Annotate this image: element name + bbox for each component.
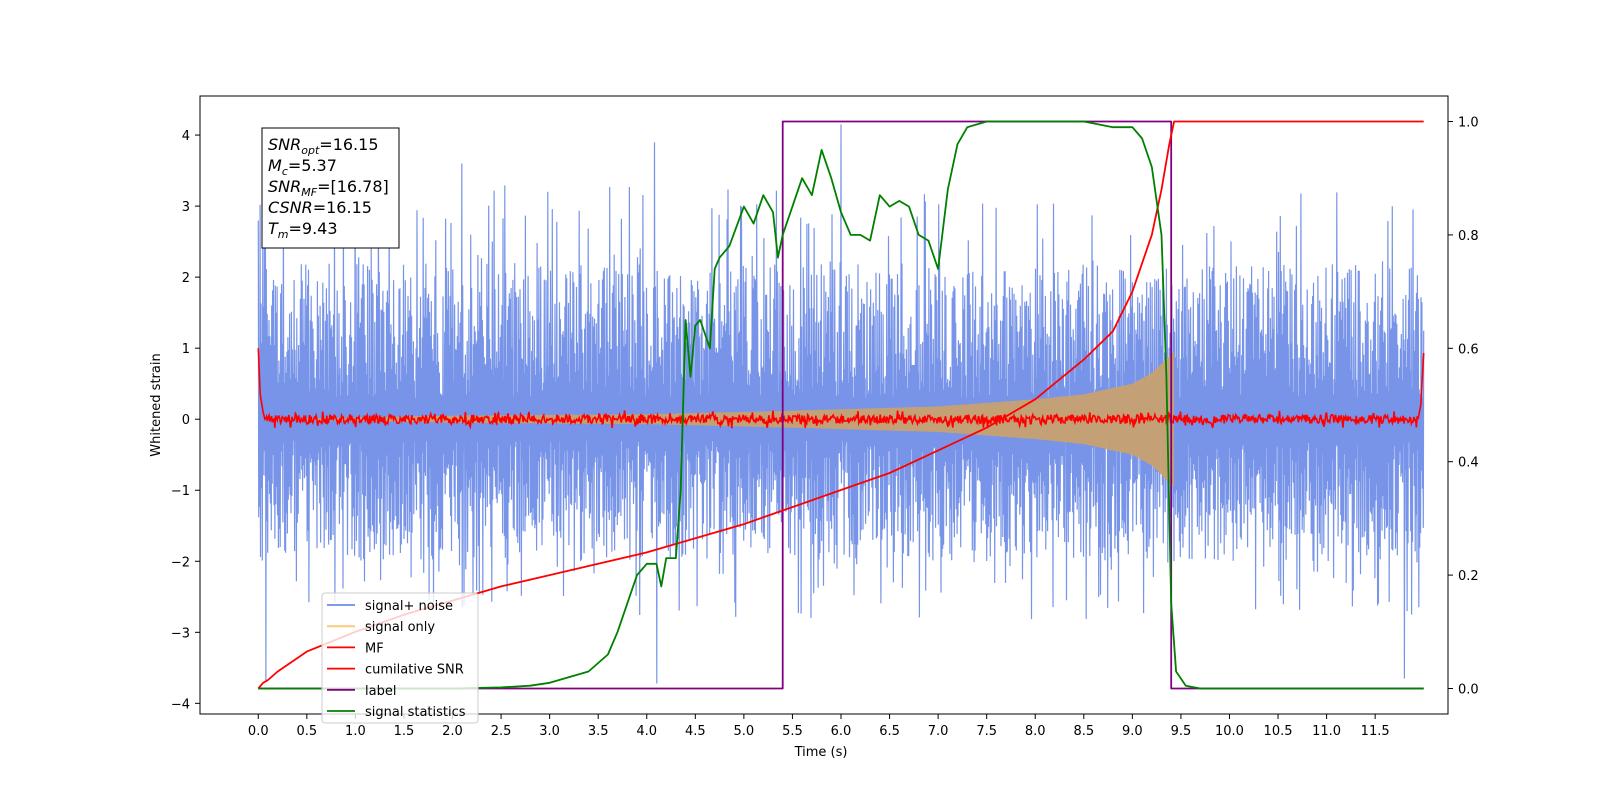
annotation-subscript: MF (301, 186, 317, 199)
x-tick-label: 10.0 (1215, 724, 1244, 739)
x-tick-label: 2.5 (491, 724, 512, 739)
annotation-variable: M (268, 156, 282, 175)
y-tick-label: 4 (182, 129, 190, 144)
legend-label-label: label (365, 684, 396, 699)
y-tick-label: 3 (182, 200, 190, 215)
x-tick-label: 1.0 (345, 724, 366, 739)
x-tick-label: 1.5 (394, 724, 415, 739)
annotation-line: SNRopt=16.15 (268, 135, 379, 157)
annotation-subscript: m (278, 228, 289, 241)
x-tick-label: 2.0 (442, 724, 463, 739)
annotation-box: SNRopt=16.15Mc=5.37SNRMF=[16.78]CSNR=16.… (261, 127, 400, 249)
y-tick-label: −3 (171, 626, 190, 641)
legend-label-cumilative-snr: cumilative SNR (365, 663, 464, 678)
y2-tick-label: 0.0 (1458, 682, 1479, 697)
annotation-variable: T (268, 219, 279, 238)
annotation-subscript: c (282, 165, 288, 178)
y-tick-label: 0 (182, 413, 190, 428)
axes-frame (199, 95, 1449, 715)
x-axis-label: Time (s) (794, 745, 848, 760)
annotation-line: CSNR=16.15 (268, 198, 372, 217)
x-tick-label: 3.5 (588, 724, 609, 739)
annotation-value: =16.15 (319, 135, 378, 154)
y-axis-right: 1.0 0.8 0.6 0.4 0.2 0.0 (1448, 116, 1479, 697)
annotation-variable: SNR (268, 177, 301, 196)
annotation-value: =[16.78] (317, 177, 389, 196)
annotation-variable: CSNR (268, 198, 313, 217)
legend-label-mf: MF (365, 641, 384, 656)
legend-label-signal-statistics: signal statistics (365, 705, 466, 720)
y2-tick-label: 0.6 (1458, 342, 1479, 357)
series-signal-statistics-line (258, 120, 1424, 690)
x-tick-label: 11.0 (1312, 724, 1341, 739)
y-axis-label: Whitened strain (149, 353, 164, 456)
x-tick-label: 9.5 (1171, 724, 1192, 739)
legend: signal+ noise signal only MF cumilative SNR… (321, 592, 479, 724)
x-tick-label: 7.0 (928, 724, 949, 739)
x-tick-label: 8.5 (1073, 724, 1094, 739)
legend-label-signal-noise: signal+ noise (365, 599, 453, 614)
y-tick-label: −2 (171, 555, 190, 570)
annotation-line: SNRMF=[16.78] (268, 177, 389, 199)
annotation-value: =9.43 (289, 219, 338, 238)
annotation-line: Tm=9.43 (268, 219, 338, 241)
annotation-value: =16.15 (313, 198, 372, 217)
x-tick-label: 10.5 (1264, 724, 1293, 739)
y2-tick-label: 1.0 (1458, 116, 1479, 131)
x-tick-label: 5.0 (734, 724, 755, 739)
series-signal-noise-line (257, 124, 1425, 684)
y-tick-label: −4 (171, 697, 190, 712)
y2-tick-label: 0.2 (1458, 569, 1479, 584)
x-axis: 0.0 0.5 1.0 1.5 2.0 2.5 3.0 3.5 4.0 4.5 5.0 5.5 6.0 6… (248, 714, 1390, 739)
series-mf-line (257, 348, 1425, 430)
x-tick-label: 8.0 (1025, 724, 1046, 739)
annotation-value: =5.37 (288, 156, 337, 175)
y-tick-label: 2 (182, 271, 190, 286)
x-tick-label: 0.0 (248, 724, 269, 739)
annotation-variable: SNR (268, 135, 301, 154)
y-tick-label: −1 (171, 484, 190, 499)
x-tick-label: 3.0 (539, 724, 560, 739)
y-tick-label: 1 (182, 342, 190, 357)
x-tick-label: 6.0 (831, 724, 852, 739)
y2-tick-label: 0.4 (1458, 456, 1479, 471)
x-tick-label: 4.0 (636, 724, 657, 739)
y2-tick-label: 0.8 (1458, 229, 1479, 244)
legend-frame (321, 592, 479, 724)
annotation-subscript: opt (301, 144, 320, 157)
annotation-line: Mc=5.37 (268, 156, 337, 178)
x-tick-label: 0.5 (296, 724, 317, 739)
x-tick-label: 5.5 (782, 724, 803, 739)
x-tick-label: 9.0 (1122, 724, 1143, 739)
x-tick-label: 6.5 (879, 724, 900, 739)
x-tick-label: 4.5 (685, 724, 706, 739)
x-tick-label: 11.5 (1361, 724, 1390, 739)
legend-label-signal-only: signal only (365, 620, 435, 635)
y-axis-left: 4 3 2 1 0 −1 −2 −3 −4 (171, 129, 200, 712)
x-tick-label: 7.5 (976, 724, 997, 739)
annotation-frame (261, 127, 400, 249)
